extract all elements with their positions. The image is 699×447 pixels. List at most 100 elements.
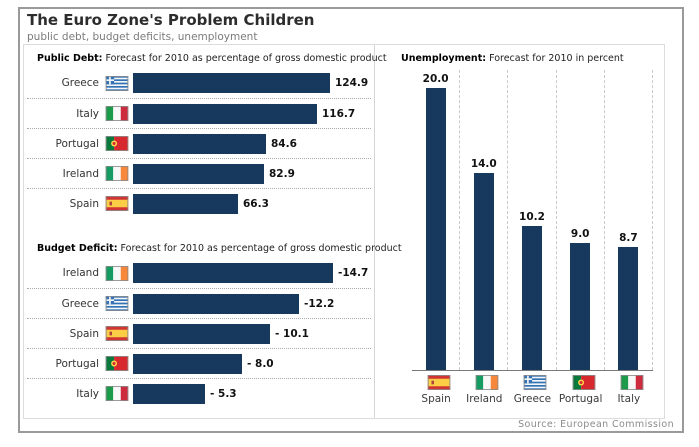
column-italy: 8.7 — [605, 70, 653, 370]
chart-frame: The Euro Zone's Problem Children public … — [18, 7, 684, 433]
bar-group: 116.7 — [133, 103, 355, 124]
value-bar — [133, 353, 242, 374]
name-cell: Italy — [605, 393, 653, 405]
public-debt-header-subtitle: Forecast for 2010 as percentage of gross… — [105, 53, 387, 64]
page-title: The Euro Zone's Problem Children — [27, 11, 315, 29]
value-bar — [133, 73, 330, 93]
greece-flag-icon — [523, 375, 547, 390]
name-cell: Ireland — [460, 393, 508, 405]
unemployment-plot: 20.0 14.0 10.2 9.0 8.7 — [412, 70, 653, 371]
value-bar — [133, 383, 205, 404]
value-label: 84.6 — [271, 137, 297, 150]
budget-deficit-header-title: Budget Deficit: — [37, 243, 118, 254]
country-label: Greece — [61, 77, 99, 89]
value-bar — [133, 103, 317, 124]
value-label: 66.3 — [243, 197, 269, 210]
country-label: Spain — [69, 197, 99, 210]
budget-deficit-header-subtitle: Forecast for 2010 as percentage of gross… — [120, 243, 402, 254]
page-subtitle: public debt, budget deficits, unemployme… — [27, 31, 258, 43]
country-label: Ireland — [466, 393, 503, 405]
value-label: -12.2 — [304, 297, 335, 310]
bar-row-greece: Greece 124.9 — [27, 68, 371, 98]
ireland-flag-icon — [475, 375, 499, 390]
value-label: 20.0 — [422, 73, 449, 85]
ireland-flag-icon — [105, 265, 129, 281]
country-label: Ireland — [62, 267, 99, 279]
unemployment-header: Unemployment: Forecast for 2010 in perce… — [401, 53, 664, 64]
source-credit: Source: European Commission — [518, 419, 674, 430]
bar-group: - 5.3 — [133, 383, 237, 404]
bar-group: -12.2 — [133, 293, 335, 314]
name-cell: Greece — [508, 393, 556, 405]
column-spain: 20.0 — [412, 70, 461, 370]
public-debt-header-title: Public Debt: — [37, 53, 103, 64]
flag-cell — [460, 375, 508, 390]
value-label: -14.7 — [338, 267, 369, 279]
bar-row-spain: Spain - 10.1 — [27, 318, 371, 348]
value-bar — [425, 88, 446, 370]
bar-row-portugal: Portugal - 8.0 — [27, 348, 371, 378]
name-cell: Spain — [412, 393, 460, 405]
bar-row-italy: Italy - 5.3 — [27, 378, 371, 408]
budget-deficit-header: Budget Deficit: Forecast for 2010 as per… — [37, 243, 402, 254]
budget-deficit-rows: Ireland -14.7 Greece -12.2 Spain - 10.1 Portug… — [27, 258, 371, 408]
italy-flag-icon — [105, 386, 129, 401]
bar-row-italy: Italy 116.7 — [27, 98, 371, 128]
value-label: - 10.1 — [275, 327, 309, 340]
bar-row-greece: Greece -12.2 — [27, 288, 371, 318]
value-bar — [133, 133, 266, 154]
value-label: 8.7 — [619, 232, 638, 244]
value-bar — [473, 173, 494, 370]
flag-cell — [605, 375, 653, 390]
italy-flag-icon — [105, 106, 129, 121]
country-label: Ireland — [62, 167, 99, 180]
country-label: Portugal — [55, 137, 100, 150]
bar-row-spain: Spain 66.3 — [27, 188, 371, 218]
value-label: 10.2 — [519, 211, 545, 223]
flag-cell — [557, 375, 605, 390]
value-bar — [133, 263, 333, 283]
greece-flag-icon — [105, 75, 129, 91]
spain-flag-icon — [427, 375, 451, 390]
italy-flag-icon — [620, 375, 644, 390]
value-label: - 8.0 — [247, 357, 274, 370]
country-label: Portugal — [558, 393, 603, 405]
panel-divider — [374, 45, 375, 418]
column-portugal: 9.0 — [557, 70, 605, 370]
value-bar — [618, 247, 639, 370]
spain-flag-icon — [105, 196, 129, 211]
portugal-flag-icon — [105, 356, 129, 371]
bar-group: -14.7 — [133, 263, 368, 283]
budget-deficit-chart: Budget Deficit: Forecast for 2010 as per… — [24, 235, 402, 408]
bar-group: - 10.1 — [133, 323, 309, 344]
bar-group: 84.6 — [133, 133, 297, 154]
portugal-flag-icon — [572, 375, 596, 390]
column-ireland: 14.0 — [460, 70, 509, 370]
bar-row-ireland: Ireland 82.9 — [27, 158, 371, 188]
bar-group: - 8.0 — [133, 353, 274, 374]
unemployment-flag-row — [412, 375, 653, 390]
public-debt-chart: Public Debt: Forecast for 2010 as percen… — [24, 45, 387, 218]
ireland-flag-icon — [105, 166, 129, 181]
bar-group: 82.9 — [133, 163, 295, 184]
flag-cell — [412, 375, 460, 390]
value-label: 14.0 — [470, 158, 497, 170]
country-label: Greece — [61, 297, 99, 310]
bar-row-portugal: Portugal 84.6 — [27, 128, 371, 158]
value-bar — [133, 163, 264, 184]
name-cell: Portugal — [557, 393, 605, 405]
spain-flag-icon — [105, 326, 129, 341]
country-label: Portugal — [55, 357, 100, 370]
value-label: 82.9 — [269, 167, 295, 180]
country-label: Spain — [421, 393, 451, 405]
charts-panel: Public Debt: Forecast for 2010 as percen… — [23, 44, 665, 419]
bar-group: 66.3 — [133, 193, 269, 214]
country-label: Italy — [617, 393, 641, 405]
unemployment-label-row: Spain Ireland Greece Portugal Italy — [412, 393, 653, 405]
unemployment-header-title: Unemployment: — [401, 53, 487, 64]
flag-cell — [508, 375, 556, 390]
value-label: - 5.3 — [210, 387, 237, 400]
column-greece: 10.2 — [508, 70, 557, 370]
value-bar — [521, 226, 542, 370]
